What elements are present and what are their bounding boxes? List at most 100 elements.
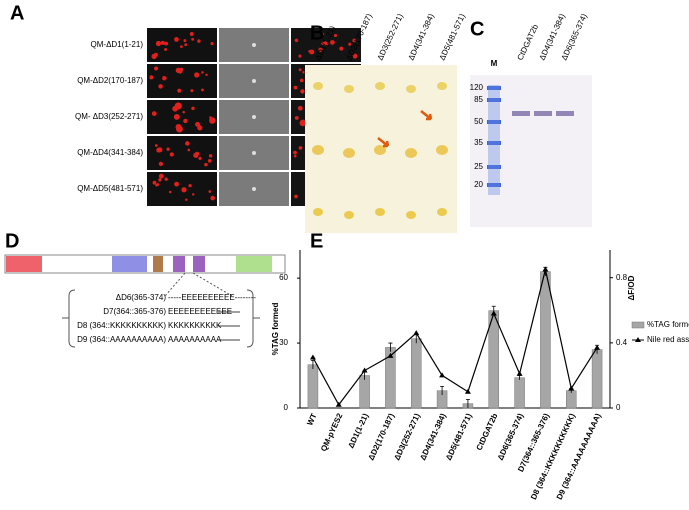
cell — [158, 173, 164, 179]
construct-sequence: KKKKKKKKKK — [168, 321, 222, 330]
cell — [162, 76, 167, 81]
cell — [318, 47, 323, 52]
cell — [208, 154, 213, 158]
cell — [252, 43, 256, 47]
lane-label: ΔD3(252-271) — [376, 12, 406, 62]
cell — [298, 68, 302, 72]
cell — [333, 34, 338, 38]
ladder-band — [487, 183, 501, 187]
cell — [175, 123, 182, 130]
cell — [158, 84, 163, 89]
cell — [151, 111, 157, 116]
bar — [307, 364, 319, 409]
marker — [439, 372, 446, 378]
cell — [168, 190, 172, 194]
cell — [302, 71, 305, 74]
panel-label: A — [10, 2, 24, 24]
cell — [298, 54, 302, 58]
y2-tick-label: 0.8 — [616, 273, 628, 282]
row-label: QM-ΔD4(341-384) — [77, 148, 143, 157]
spot — [436, 145, 448, 155]
cell — [191, 37, 195, 41]
cell — [166, 147, 170, 151]
cell — [252, 151, 256, 155]
domain — [112, 256, 147, 272]
spot — [406, 85, 416, 93]
x-tick-label: ΔD1(1-21) — [346, 412, 370, 450]
x-tick-label: ΔD4(341-384) — [418, 412, 448, 462]
cell — [330, 40, 335, 45]
cell — [201, 71, 204, 74]
cell — [209, 116, 212, 119]
construct-name: ΔD6(365-374) — [116, 293, 167, 302]
cell — [177, 88, 182, 93]
spot — [313, 208, 323, 216]
y-tick-label: 60 — [279, 273, 288, 282]
cell — [173, 113, 180, 120]
marker-size: 20 — [474, 180, 483, 189]
marker — [542, 266, 549, 272]
cell — [348, 42, 352, 46]
spot — [344, 85, 354, 93]
construct-sequence: EEEEEEEEEEEE — [168, 307, 232, 316]
cell — [154, 144, 158, 147]
marker-label: M — [491, 59, 498, 68]
row-label: QM- ΔD3(252-271) — [75, 112, 143, 121]
x-tick-label: ΔD3(252-271) — [392, 412, 422, 462]
cell — [339, 46, 344, 51]
ladder-band — [487, 141, 501, 145]
bar — [359, 375, 370, 409]
spot — [375, 208, 385, 216]
cell — [151, 53, 157, 60]
cell — [169, 152, 174, 157]
cell — [201, 88, 204, 92]
lane-label: CtDGAT2b — [516, 23, 541, 62]
cell — [179, 67, 184, 72]
cell — [157, 147, 163, 153]
cell — [172, 105, 178, 112]
lane-label: ΔD4(341-384) — [407, 12, 437, 62]
cell — [158, 178, 162, 182]
legend-swatch — [631, 321, 645, 329]
cell — [188, 183, 192, 188]
cell — [294, 194, 298, 199]
spot — [313, 82, 323, 90]
bracket — [62, 289, 260, 348]
cell — [155, 40, 162, 47]
cell — [297, 105, 303, 111]
zoom-lines — [164, 272, 233, 297]
cell — [195, 151, 200, 156]
marker — [361, 367, 368, 373]
cell — [293, 154, 297, 158]
cell — [207, 159, 212, 163]
ladder-band — [487, 86, 501, 90]
cell — [252, 79, 256, 83]
y2-tick-label: 0 — [616, 403, 621, 412]
legend-label: Nile red assay — [647, 335, 689, 344]
cell — [309, 49, 315, 55]
marker — [413, 330, 420, 336]
spot — [405, 148, 417, 158]
spot — [406, 211, 416, 219]
y2-axis-title: ΔF/OD — [627, 275, 636, 300]
cell — [195, 121, 200, 127]
domain — [173, 256, 185, 272]
panel-label: D — [5, 230, 19, 252]
domain — [236, 256, 272, 272]
cell — [298, 146, 303, 150]
cell — [187, 148, 191, 152]
cell — [294, 116, 299, 120]
cell — [154, 66, 159, 71]
y-tick-label: 0 — [284, 403, 289, 412]
bar — [540, 271, 551, 409]
cell — [181, 187, 187, 193]
domain — [153, 256, 163, 272]
x-tick-label: WT — [305, 412, 318, 427]
cell — [300, 89, 305, 94]
row-label: QM-ΔD5(481-571) — [77, 184, 143, 193]
cell — [293, 85, 298, 90]
x-tick-label: QM-pYES2 — [319, 411, 345, 452]
cell — [184, 43, 188, 47]
cell — [174, 181, 180, 187]
